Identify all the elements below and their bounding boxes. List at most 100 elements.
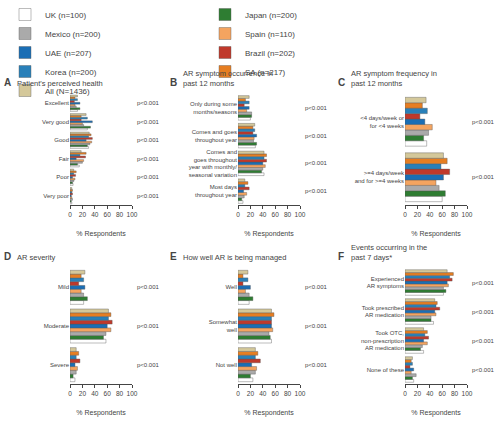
svg-text:0: 0 (236, 390, 240, 397)
svg-text:p<0.001: p<0.001 (137, 119, 160, 125)
svg-text:p<0.001: p<0.001 (137, 156, 160, 162)
svg-text:p<0.001: p<0.001 (137, 284, 160, 290)
svg-text:60: 60 (272, 390, 280, 397)
svg-text:None of these: None of these (367, 367, 405, 373)
svg-text:Took OTC,non-prescriptionAR me: Took OTC,non-prescriptionAR medication (361, 330, 404, 352)
svg-text:p<0.001: p<0.001 (137, 174, 160, 180)
svg-text:80: 80 (451, 390, 459, 397)
svg-text:Events occurring in thepast 7: Events occurring in thepast 7 days* (351, 243, 427, 262)
svg-text:Fair: Fair (59, 156, 69, 162)
svg-text:p<0.001: p<0.001 (472, 174, 495, 180)
svg-text:20: 20 (247, 390, 255, 397)
svg-text:A: A (4, 77, 11, 88)
svg-text:Patient's perceived health: Patient's perceived health (17, 79, 103, 88)
svg-text:p<0.001: p<0.001 (305, 160, 328, 166)
svg-text:SA (n=217): SA (n=217) (245, 68, 286, 77)
svg-text:20: 20 (414, 390, 422, 397)
svg-text:60: 60 (104, 211, 112, 218)
svg-text:100: 100 (127, 211, 138, 218)
svg-text:AR symptom frequency inpast 12: AR symptom frequency inpast 12 months (351, 69, 437, 88)
svg-text:p<0.001: p<0.001 (305, 284, 328, 290)
svg-text:100: 100 (462, 211, 473, 218)
svg-text:p<0.001: p<0.001 (137, 137, 160, 143)
svg-text:% Respondents: % Respondents (411, 230, 461, 238)
svg-text:Very good: Very good (42, 119, 69, 125)
svg-text:Mexico (n=200): Mexico (n=200) (45, 30, 101, 39)
svg-text:p<0.001: p<0.001 (472, 119, 495, 125)
svg-text:Japan (n=200): Japan (n=200) (245, 11, 297, 20)
svg-text:p<0.001: p<0.001 (137, 323, 160, 329)
svg-text:40: 40 (91, 211, 99, 218)
svg-text:100: 100 (295, 211, 306, 218)
svg-text:100: 100 (127, 390, 138, 397)
svg-text:Good: Good (54, 137, 69, 143)
svg-text:Not well: Not well (216, 362, 237, 368)
svg-text:>=4 days/weekand for >=4 weeks: >=4 days/weekand for >=4 weeks (355, 170, 405, 184)
svg-text:80: 80 (284, 211, 292, 218)
svg-text:Comes andgoes throughoutyear w: Comes andgoes throughoutyear with monthl… (189, 149, 238, 178)
svg-text:% Respondents: % Respondents (244, 409, 294, 417)
svg-text:p<0.001: p<0.001 (305, 362, 328, 368)
svg-text:Comes and goesthroughout year: Comes and goesthroughout year (192, 129, 237, 143)
svg-text:Poor: Poor (56, 174, 69, 180)
svg-text:Took prescribedAR medication: Took prescribedAR medication (362, 305, 404, 319)
svg-text:0: 0 (403, 390, 407, 397)
svg-text:F: F (338, 251, 344, 262)
svg-text:% Respondents: % Respondents (244, 230, 294, 238)
svg-text:ExperiencedAR symptoms: ExperiencedAR symptoms (367, 276, 404, 290)
svg-text:Moderate: Moderate (44, 323, 70, 329)
svg-text:Mild: Mild (58, 284, 69, 290)
svg-text:100: 100 (295, 390, 306, 397)
svg-text:Spain (n=110): Spain (n=110) (245, 30, 295, 39)
svg-text:80: 80 (284, 390, 292, 397)
svg-text:p<0.001: p<0.001 (472, 367, 495, 373)
svg-text:Well: Well (225, 284, 237, 290)
svg-text:20: 20 (414, 211, 422, 218)
svg-text:p<0.001: p<0.001 (472, 338, 495, 344)
svg-text:UK (n=100): UK (n=100) (45, 11, 86, 20)
svg-text:How well AR is being managed: How well AR is being managed (183, 253, 286, 262)
svg-text:40: 40 (259, 390, 267, 397)
svg-text:B: B (170, 77, 177, 88)
svg-text:<4 days/week orfor <4 weeks: <4 days/week orfor <4 weeks (360, 115, 404, 129)
svg-text:AR symptom occurrence inpast 1: AR symptom occurrence inpast 12 months (183, 69, 273, 88)
svg-text:p<0.001: p<0.001 (305, 188, 328, 194)
svg-text:60: 60 (272, 211, 280, 218)
svg-text:Severe: Severe (50, 362, 70, 368)
svg-text:p<0.001: p<0.001 (137, 193, 160, 199)
svg-text:40: 40 (91, 390, 99, 397)
svg-text:0: 0 (68, 390, 72, 397)
svg-text:UAE (n=207): UAE (n=207) (45, 49, 92, 58)
svg-text:Most daysthroughout year: Most daysthroughout year (195, 184, 237, 198)
svg-text:p<0.001: p<0.001 (472, 280, 495, 286)
svg-text:80: 80 (451, 211, 459, 218)
svg-text:60: 60 (439, 390, 447, 397)
svg-text:0: 0 (236, 211, 240, 218)
svg-text:20: 20 (247, 211, 255, 218)
svg-text:0: 0 (68, 211, 72, 218)
svg-text:Excellent: Excellent (45, 100, 70, 106)
svg-text:80: 80 (116, 390, 124, 397)
svg-text:Very poor: Very poor (43, 193, 69, 199)
svg-text:40: 40 (426, 390, 434, 397)
svg-text:Korea (n=200): Korea (n=200) (45, 68, 97, 77)
svg-text:E: E (170, 251, 177, 262)
svg-text:p<0.001: p<0.001 (305, 323, 328, 329)
svg-text:Only during somemonths/seasons: Only during somemonths/seasons (190, 101, 238, 115)
svg-text:D: D (4, 251, 11, 262)
svg-text:Somewhatwell: Somewhatwell (209, 319, 238, 333)
svg-text:p<0.001: p<0.001 (472, 309, 495, 315)
svg-text:Brazil (n=202): Brazil (n=202) (245, 49, 295, 58)
svg-text:AR severity: AR severity (17, 253, 56, 262)
svg-text:C: C (338, 77, 345, 88)
svg-text:20: 20 (79, 211, 87, 218)
svg-text:40: 40 (259, 211, 267, 218)
svg-text:20: 20 (79, 390, 87, 397)
svg-text:0: 0 (403, 211, 407, 218)
svg-text:p<0.001: p<0.001 (305, 133, 328, 139)
svg-text:All (N=1436): All (N=1436) (45, 87, 90, 96)
svg-text:% Respondents: % Respondents (411, 409, 461, 417)
svg-text:80: 80 (116, 211, 124, 218)
svg-text:40: 40 (426, 211, 434, 218)
svg-text:p<0.001: p<0.001 (137, 100, 160, 106)
